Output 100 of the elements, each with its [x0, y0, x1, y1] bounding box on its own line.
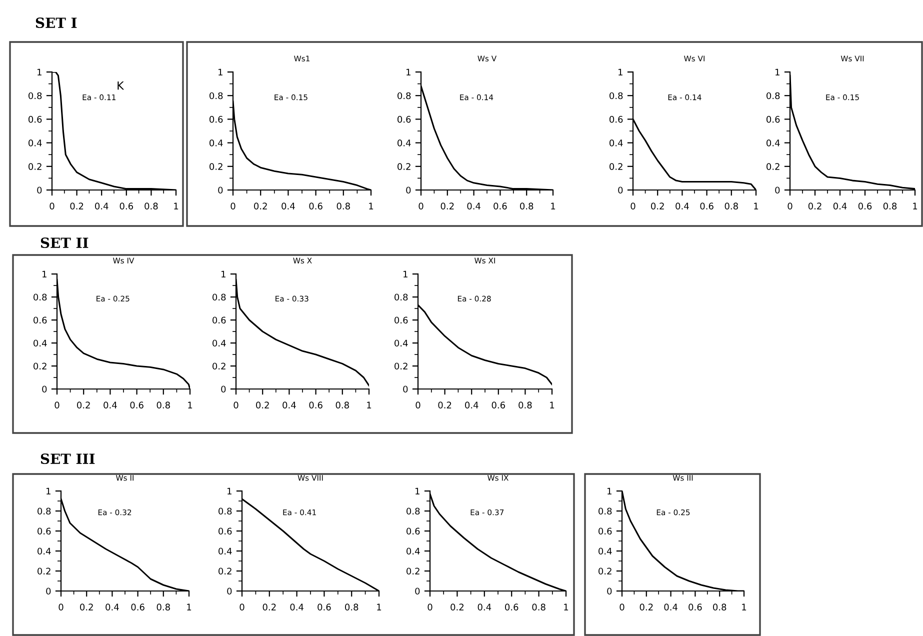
- y-tick-label: 0.6: [598, 528, 612, 535]
- y-tick-label: 0.4: [218, 548, 232, 555]
- y-tick-label: 0.8: [394, 294, 408, 301]
- x-tick-label: 0.4: [104, 402, 117, 408]
- y-tick-label: 0.8: [212, 294, 226, 301]
- x-tick-label: 0.2: [640, 604, 653, 610]
- x-tick-label: 1: [742, 604, 746, 610]
- x-tick-label: 0: [58, 604, 64, 610]
- y-tick-label: 0.2: [38, 568, 50, 575]
- x-tick-label: 0.6: [120, 202, 134, 210]
- x-tick-label: 0.8: [144, 202, 158, 210]
- y-tick-label: 0.6: [766, 116, 780, 123]
- x-tick-label: 0.2: [256, 402, 269, 408]
- x-tick-label: 0.6: [858, 202, 872, 210]
- y-tick-label: 0.2: [766, 163, 780, 170]
- y-tick-label: 0: [607, 588, 612, 595]
- x-tick-label: 0.2: [262, 604, 276, 610]
- y-tick-label: 0.8: [598, 508, 612, 515]
- y-tick-label: 0: [403, 386, 408, 393]
- y-tick-label: 0.4: [34, 340, 47, 347]
- x-tick-label: 0.2: [80, 604, 93, 610]
- y-tick-label: 0.4: [212, 340, 226, 347]
- x-tick-label: 0.2: [808, 202, 822, 210]
- y-tick-label: 0: [218, 186, 223, 194]
- y-tick-label: 0.2: [598, 568, 612, 575]
- y-tick-label: 0.8: [398, 92, 411, 100]
- y-tick-label: 0.8: [766, 92, 780, 100]
- x-tick-label: 0.8: [156, 402, 170, 408]
- x-tick-label: 0.6: [494, 202, 507, 210]
- text: SET II: [40, 238, 88, 248]
- x-tick-label: 0.2: [77, 402, 90, 408]
- x-tick-label: 0: [788, 202, 792, 210]
- y-tick-label: 0.4: [394, 340, 408, 347]
- y-tick-label: 0.8: [38, 508, 51, 515]
- y-tick-label: 0.2: [218, 568, 232, 575]
- x-tick-label: 0.6: [505, 604, 518, 610]
- x-tick-label: 0.4: [467, 202, 480, 210]
- y-tick-label: 1: [46, 488, 50, 494]
- text: SET I: [36, 18, 77, 28]
- x-tick-label: 1: [913, 202, 918, 210]
- x-tick-label: 0: [54, 402, 60, 408]
- x-tick-label: 1: [754, 202, 758, 210]
- y-tick-label: 0.4: [210, 140, 223, 146]
- y-tick-label: 0.4: [598, 548, 612, 555]
- x-tick-label: 0.4: [106, 604, 119, 610]
- y-tick-label: 1: [406, 68, 410, 76]
- y-tick-label: 0.8: [610, 92, 623, 100]
- y-tick-label: 1: [218, 68, 222, 76]
- x-tick-label: 0.8: [713, 604, 726, 610]
- y-tick-label: 0.4: [766, 140, 780, 146]
- x-tick-label: 0.8: [724, 202, 738, 210]
- y-tick-label: 0.6: [406, 528, 420, 535]
- y-tick-label: 0.4: [38, 548, 51, 555]
- y-tick-label: 0.2: [406, 568, 420, 575]
- y-tick-label: 0.2: [394, 362, 408, 370]
- y-tick-label: 0.8: [34, 294, 47, 301]
- x-tick-label: 0.2: [450, 604, 464, 610]
- y-tick-label: 0.2: [210, 163, 222, 170]
- x-tick-label: 0: [240, 604, 244, 610]
- x-tick-label: 0.8: [883, 202, 897, 210]
- y-tick-label: 0: [42, 386, 47, 393]
- y-tick-label: 0.2: [398, 163, 410, 170]
- y-tick-label: 0: [221, 386, 226, 393]
- x-tick-label: 0.6: [492, 402, 506, 408]
- y-tick-label: 0.6: [218, 528, 232, 535]
- x-tick-label: 0.4: [664, 604, 678, 610]
- x-tick-label: 1: [551, 202, 556, 210]
- y-tick-label: 1: [222, 270, 226, 278]
- y-tick-label: 0.4: [406, 548, 420, 555]
- y-tick-label: 0.6: [38, 528, 51, 535]
- x-tick-label: 0.2: [440, 202, 454, 210]
- y-tick-label: 0.8: [218, 508, 232, 515]
- x-tick-label: 0.8: [520, 202, 534, 210]
- y-tick-label: 0.4: [398, 140, 411, 146]
- y-tick-label: 0.2: [34, 362, 46, 370]
- y-tick-label: 0: [227, 588, 232, 595]
- x-tick-label: 0.6: [131, 604, 144, 610]
- y-tick-label: 0.4: [28, 140, 42, 146]
- y-tick-label: 1: [42, 270, 46, 278]
- x-tick-label: 0.8: [156, 604, 170, 610]
- x-tick-label: 0.8: [532, 604, 546, 610]
- y-tick-label: 0.6: [34, 316, 47, 324]
- x-tick-label: 0.8: [336, 402, 349, 408]
- x-tick-label: 1: [550, 402, 554, 408]
- y-tick-label: 0.6: [398, 116, 411, 123]
- x-tick-label: 0: [428, 604, 432, 610]
- y-tick-label: 0.8: [210, 92, 223, 100]
- x-tick-label: 0.2: [70, 202, 84, 210]
- y-tick-label: 0: [37, 186, 42, 194]
- x-tick-label: 0.2: [254, 202, 267, 210]
- y-tick-label: 0.8: [28, 92, 42, 100]
- x-tick-label: 0.8: [518, 402, 532, 408]
- x-tick-label: 0.6: [318, 604, 331, 610]
- x-tick-label: 0.8: [336, 202, 350, 210]
- x-tick-label: 0.4: [95, 202, 108, 210]
- text: SET III: [40, 454, 95, 464]
- x-tick-label: 0: [234, 402, 238, 408]
- x-tick-label: 0.6: [130, 402, 144, 408]
- text: K: [118, 82, 124, 90]
- y-tick-label: 0.4: [610, 140, 623, 146]
